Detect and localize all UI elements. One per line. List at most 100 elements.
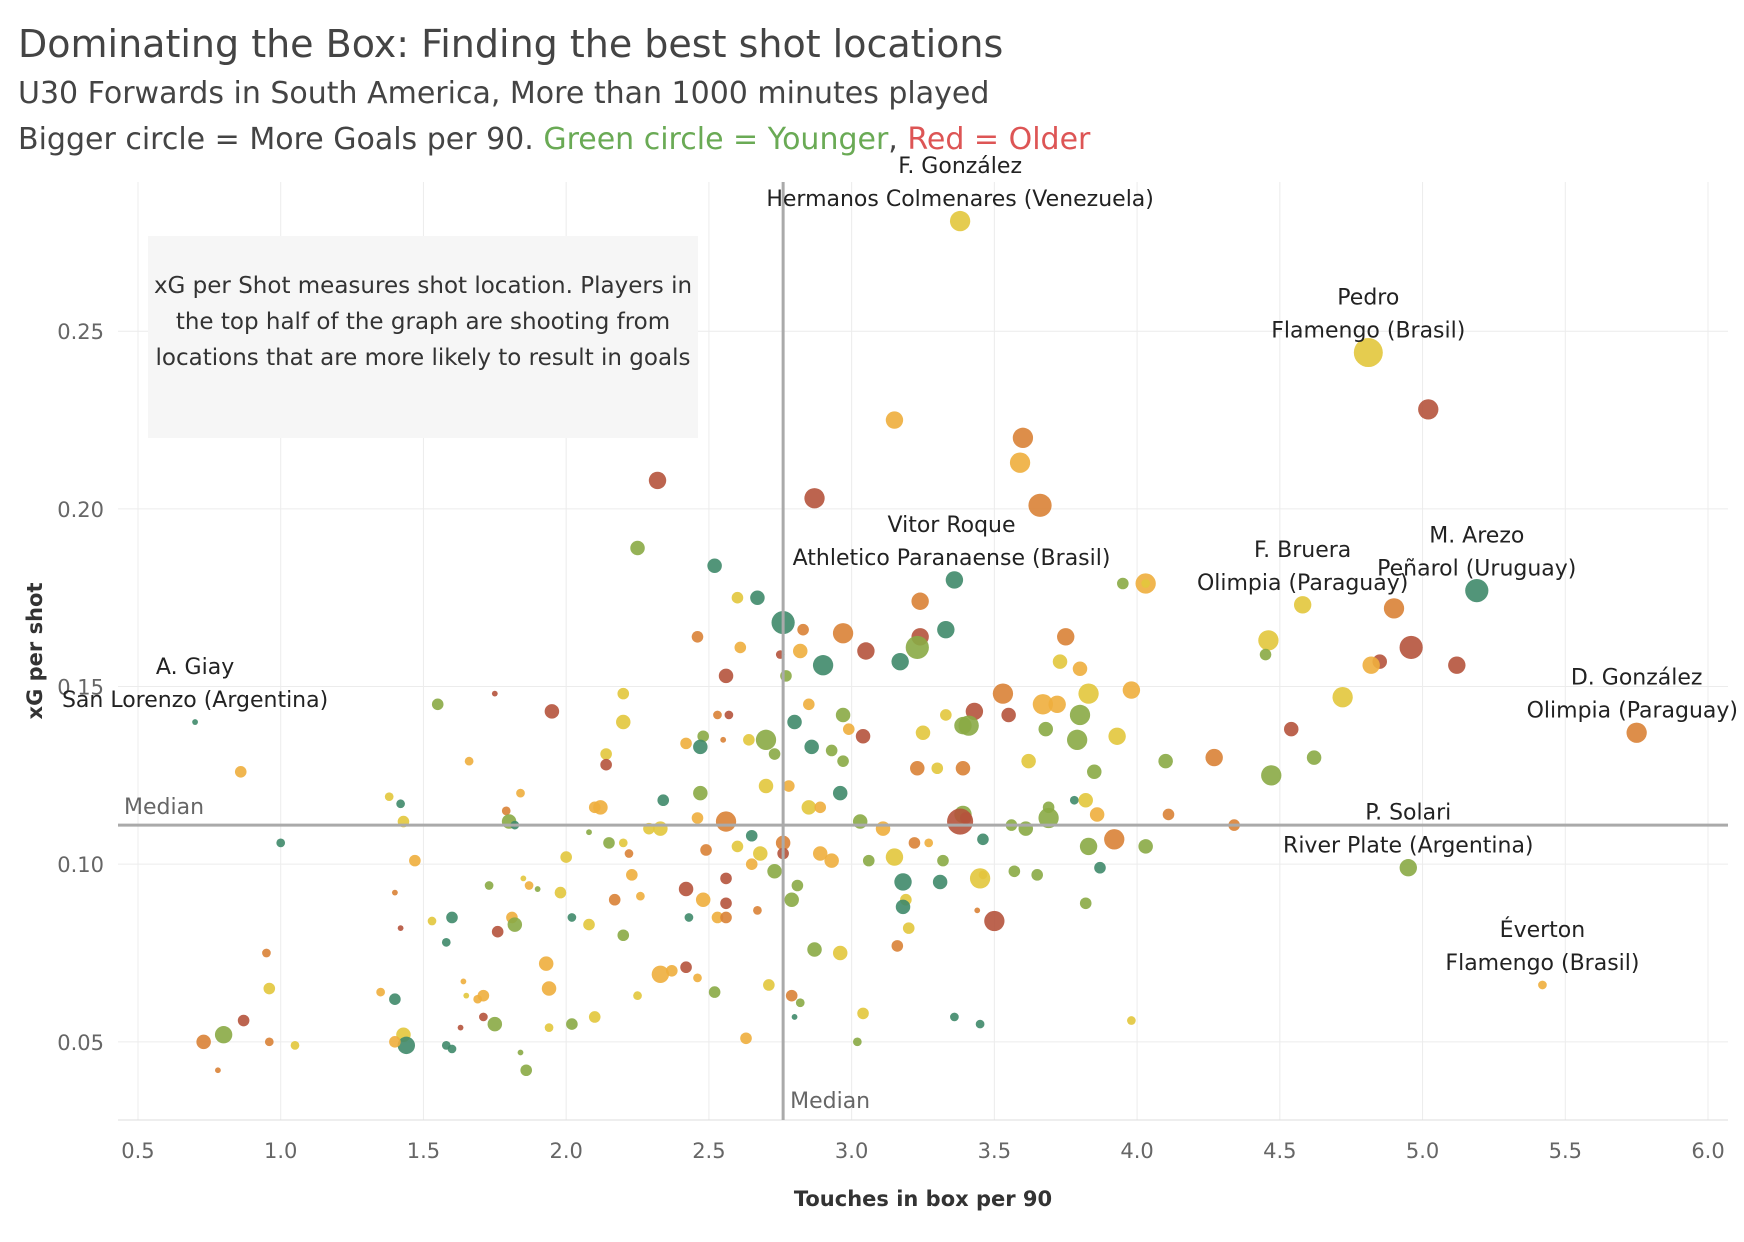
player-point bbox=[524, 881, 534, 890]
player-name-label: Vitor Roque bbox=[888, 513, 1016, 538]
legend-green-text: Green circle = Younger bbox=[543, 122, 889, 157]
player-point bbox=[593, 800, 608, 815]
player-point bbox=[902, 922, 915, 934]
player-point bbox=[803, 698, 815, 711]
player-club-label: River Plate (Argentina) bbox=[1283, 834, 1534, 859]
player-point bbox=[457, 1024, 464, 1031]
player-point bbox=[1448, 656, 1466, 674]
player-point bbox=[1362, 656, 1380, 674]
player-point bbox=[479, 1012, 488, 1022]
player-point bbox=[447, 1044, 457, 1054]
player-point bbox=[409, 854, 421, 867]
player-point bbox=[734, 641, 747, 654]
player-point bbox=[196, 1034, 211, 1050]
player-point bbox=[745, 858, 758, 870]
player-point bbox=[1293, 596, 1312, 614]
y-tick-label: 0.25 bbox=[57, 320, 104, 344]
player-point bbox=[857, 642, 875, 660]
player-point bbox=[617, 687, 630, 700]
player-point bbox=[740, 1032, 752, 1045]
median-x-label: Median bbox=[790, 1089, 870, 1114]
player-name-label: P. Solari bbox=[1365, 801, 1451, 826]
player-point bbox=[626, 869, 638, 881]
player-point bbox=[600, 758, 612, 771]
player-point bbox=[484, 881, 494, 890]
player-point bbox=[680, 961, 692, 974]
player-point bbox=[684, 913, 694, 922]
player-point bbox=[1399, 635, 1423, 660]
player-point bbox=[678, 881, 694, 897]
player-point bbox=[1066, 729, 1088, 750]
player-point bbox=[787, 714, 802, 730]
player-point bbox=[397, 925, 404, 932]
player-point bbox=[931, 762, 944, 775]
player-point bbox=[891, 940, 904, 952]
player-point bbox=[1306, 750, 1322, 765]
player-point bbox=[237, 1014, 250, 1027]
player-point bbox=[617, 929, 630, 942]
player-point bbox=[215, 1067, 221, 1074]
player-point bbox=[427, 916, 437, 926]
player-point bbox=[1158, 753, 1173, 769]
player-point bbox=[1048, 695, 1066, 713]
player-point bbox=[1465, 578, 1489, 603]
player-point bbox=[992, 683, 1014, 704]
player-point bbox=[832, 623, 854, 644]
player-point bbox=[691, 630, 704, 643]
player-point bbox=[560, 851, 572, 863]
player-point bbox=[1205, 748, 1223, 767]
player-point bbox=[695, 892, 711, 907]
player-point bbox=[753, 906, 762, 915]
player-point bbox=[376, 987, 385, 997]
player-point bbox=[885, 411, 904, 429]
player-point bbox=[538, 956, 554, 971]
player-point bbox=[715, 811, 737, 832]
player-point bbox=[520, 1064, 533, 1077]
player-point bbox=[1069, 704, 1091, 726]
player-point bbox=[814, 801, 827, 814]
player-point bbox=[630, 540, 645, 556]
player-name-label: M. Arezo bbox=[1429, 524, 1524, 549]
player-point bbox=[974, 907, 981, 914]
x-tick-label: 2.5 bbox=[692, 1139, 725, 1163]
player-point bbox=[541, 981, 557, 996]
player-point bbox=[812, 655, 834, 676]
player-point bbox=[464, 756, 474, 766]
player-club-label: Peñarol (Uruguay) bbox=[1377, 557, 1576, 582]
player-club-label: Flamengo (Brasil) bbox=[1445, 951, 1639, 976]
player-point bbox=[1031, 869, 1043, 881]
player-point bbox=[937, 620, 955, 639]
annotation-box: xG per Shot measures shot location. Play… bbox=[148, 236, 698, 438]
player-point bbox=[1353, 338, 1383, 368]
player-point bbox=[262, 948, 271, 958]
player-point bbox=[932, 874, 948, 890]
player-point bbox=[1021, 753, 1036, 769]
player-club-label: San Lorenzo (Argentina) bbox=[62, 688, 328, 713]
y-tick-label: 0.10 bbox=[57, 853, 104, 877]
player-point bbox=[894, 873, 912, 891]
player-point bbox=[875, 821, 891, 836]
player-point bbox=[784, 892, 799, 907]
player-name-label: Éverton bbox=[1500, 917, 1586, 943]
player-point bbox=[804, 488, 825, 509]
player-point bbox=[832, 785, 848, 801]
legend-explanation: Bigger circle = More Goals per 90. Green… bbox=[18, 122, 1090, 157]
player-point bbox=[1162, 808, 1175, 821]
player-point bbox=[905, 635, 929, 660]
player-point bbox=[1399, 859, 1417, 877]
player-point bbox=[767, 864, 782, 879]
player-point bbox=[544, 1023, 554, 1032]
player-point bbox=[977, 833, 989, 846]
player-point bbox=[758, 778, 774, 794]
player-point bbox=[693, 973, 702, 983]
player-point bbox=[290, 1041, 300, 1050]
player-point bbox=[1009, 452, 1031, 473]
player-point bbox=[1032, 694, 1054, 715]
player-point bbox=[446, 911, 458, 924]
player-point bbox=[937, 854, 949, 867]
player-point bbox=[984, 910, 1005, 932]
player-point bbox=[389, 1036, 401, 1048]
player-name-label: F. González bbox=[898, 154, 1022, 179]
y-tick-label: 0.05 bbox=[57, 1031, 104, 1055]
player-point bbox=[793, 643, 808, 659]
